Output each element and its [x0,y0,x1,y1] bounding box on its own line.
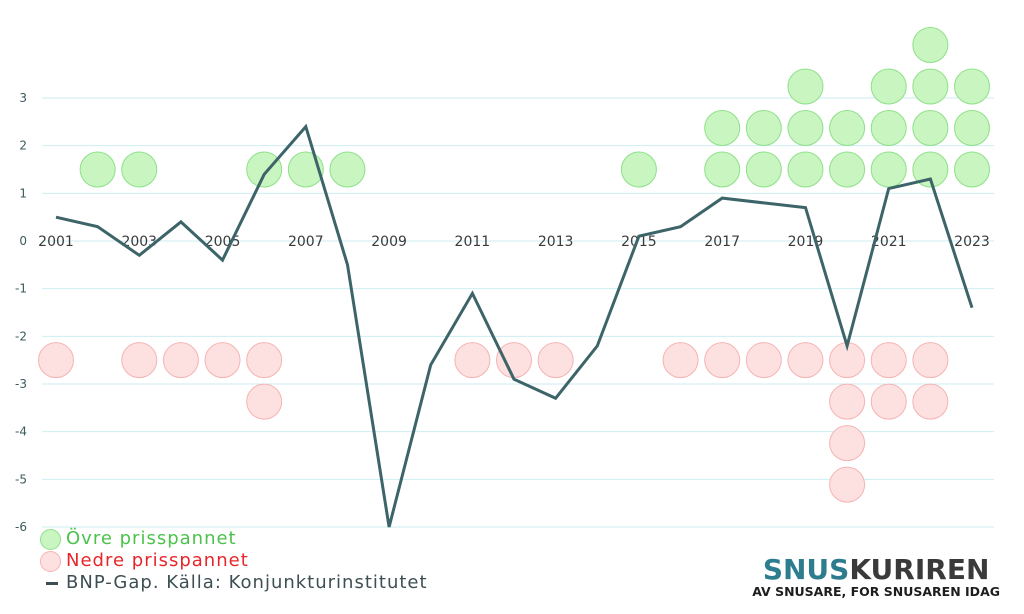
x-tick-label: 2023 [954,234,990,250]
upper-price-dot [912,110,949,146]
lower-price-dot [204,342,241,379]
y-tick-label: -2 [15,329,27,343]
legend-lower-dot [40,551,61,572]
legend: Övre prisspannet Nedre prisspannet BNP-G… [40,528,428,594]
x-tick-label: 2007 [288,234,324,250]
y-tick-label: 3 [19,91,27,105]
upper-price-dot [912,151,949,188]
lower-price-dot [829,425,866,462]
upper-price-dot [121,151,158,188]
lower-price-dot [162,342,199,379]
upper-price-dot [79,151,116,188]
brand-name-part1: SNUS [762,553,850,586]
lower-price-range-dots [38,342,949,503]
y-tick-label: -3 [15,377,27,391]
brand-tagline: AV SNUSARE, FOR SNUSAREN IDAG [752,584,1000,599]
y-tick-label: -1 [15,282,27,296]
brand-logo: SNUSKURIREN AV SNUSARE, FOR SNUSAREN IDA… [752,556,1000,600]
x-tick-label: 2011 [455,234,491,250]
chart: 3 2 1 0 -1 -2 -3 -4 -5 -6 2001 2003 2005 2007 2009 201… [15,27,994,534]
upper-price-dot [787,68,824,105]
lower-price-dot [745,342,782,379]
upper-price-dot [704,151,741,188]
bnp-gap-line [55,123,974,528]
lower-price-dot [121,342,158,379]
upper-price-dot [745,110,782,146]
bnp-gap-series [55,123,974,528]
x-tick-label: 2013 [538,234,574,250]
upper-price-range-dots [79,27,990,188]
lower-price-dot [246,383,283,420]
lower-price-dot [496,342,532,379]
lower-price-dot [912,342,949,379]
lower-price-dot [38,342,74,379]
y-tick-label: -5 [15,472,27,486]
y-tick-label: 2 [19,139,27,153]
lower-price-dot [870,342,907,379]
upper-price-dot [954,68,990,105]
upper-price-dot [870,151,907,188]
lower-price-dot [662,342,699,379]
x-tick-label: 2021 [871,234,907,250]
y-axis-ticks: 3 2 1 0 -1 -2 -3 -4 -5 -6 [15,91,27,534]
lower-price-dot [829,466,866,503]
legend-upper-label: Övre prisspannet [66,528,237,549]
legend-lower-label: Nedre prisspannet [66,550,249,571]
upper-price-dot [870,110,907,146]
x-tick-label: 2017 [704,234,740,250]
legend-upper-dot [40,529,61,550]
upper-price-dot [954,151,990,188]
upper-price-dot [704,110,741,146]
lower-price-dot [870,383,907,420]
upper-price-dot [329,151,366,188]
x-tick-label: 2009 [371,234,407,250]
upper-price-dot [787,110,824,146]
y-tick-label: 1 [19,186,27,200]
legend-item-line: BNP-Gap. Källa: Konjunkturinstitutet [40,572,428,594]
lower-price-dot [787,342,824,379]
legend-item-upper: Övre prisspannet [40,528,428,550]
upper-price-dot [954,110,990,146]
x-tick-label: 2005 [205,234,241,250]
upper-price-dot [829,151,866,188]
x-tick-label: 2003 [121,234,157,250]
y-tick-label: 0 [19,234,27,248]
x-axis-ticks: 2001 2003 2005 2007 2009 2011 2013 2015 2017 2019… [38,234,990,250]
upper-price-dot [787,151,824,188]
lower-price-dot [704,342,741,379]
legend-line-label: BNP-Gap. Källa: Konjunkturinstitutet [66,572,428,593]
x-tick-label: 2001 [38,234,74,250]
brand-name-part2: KURIREN [849,553,990,586]
lower-price-dot [829,383,866,420]
upper-price-dot [745,151,782,188]
y-tick-label: -4 [15,425,27,439]
upper-price-dot [912,27,949,63]
upper-price-dot [829,110,866,146]
legend-item-lower: Nedre prisspannet [40,550,428,572]
lower-price-dot [454,342,491,379]
y-tick-label: -6 [15,520,27,534]
x-tick-label: 2015 [621,234,657,250]
brand-name: SNUSKURIREN [752,556,1000,584]
lower-price-dot [537,342,574,379]
upper-price-dot [246,151,283,188]
upper-price-dot [620,151,657,188]
upper-price-dot [870,68,907,105]
lower-price-dot [912,383,949,420]
legend-line-swatch [46,582,58,585]
upper-price-dot [912,68,949,105]
lower-price-dot [246,342,283,379]
